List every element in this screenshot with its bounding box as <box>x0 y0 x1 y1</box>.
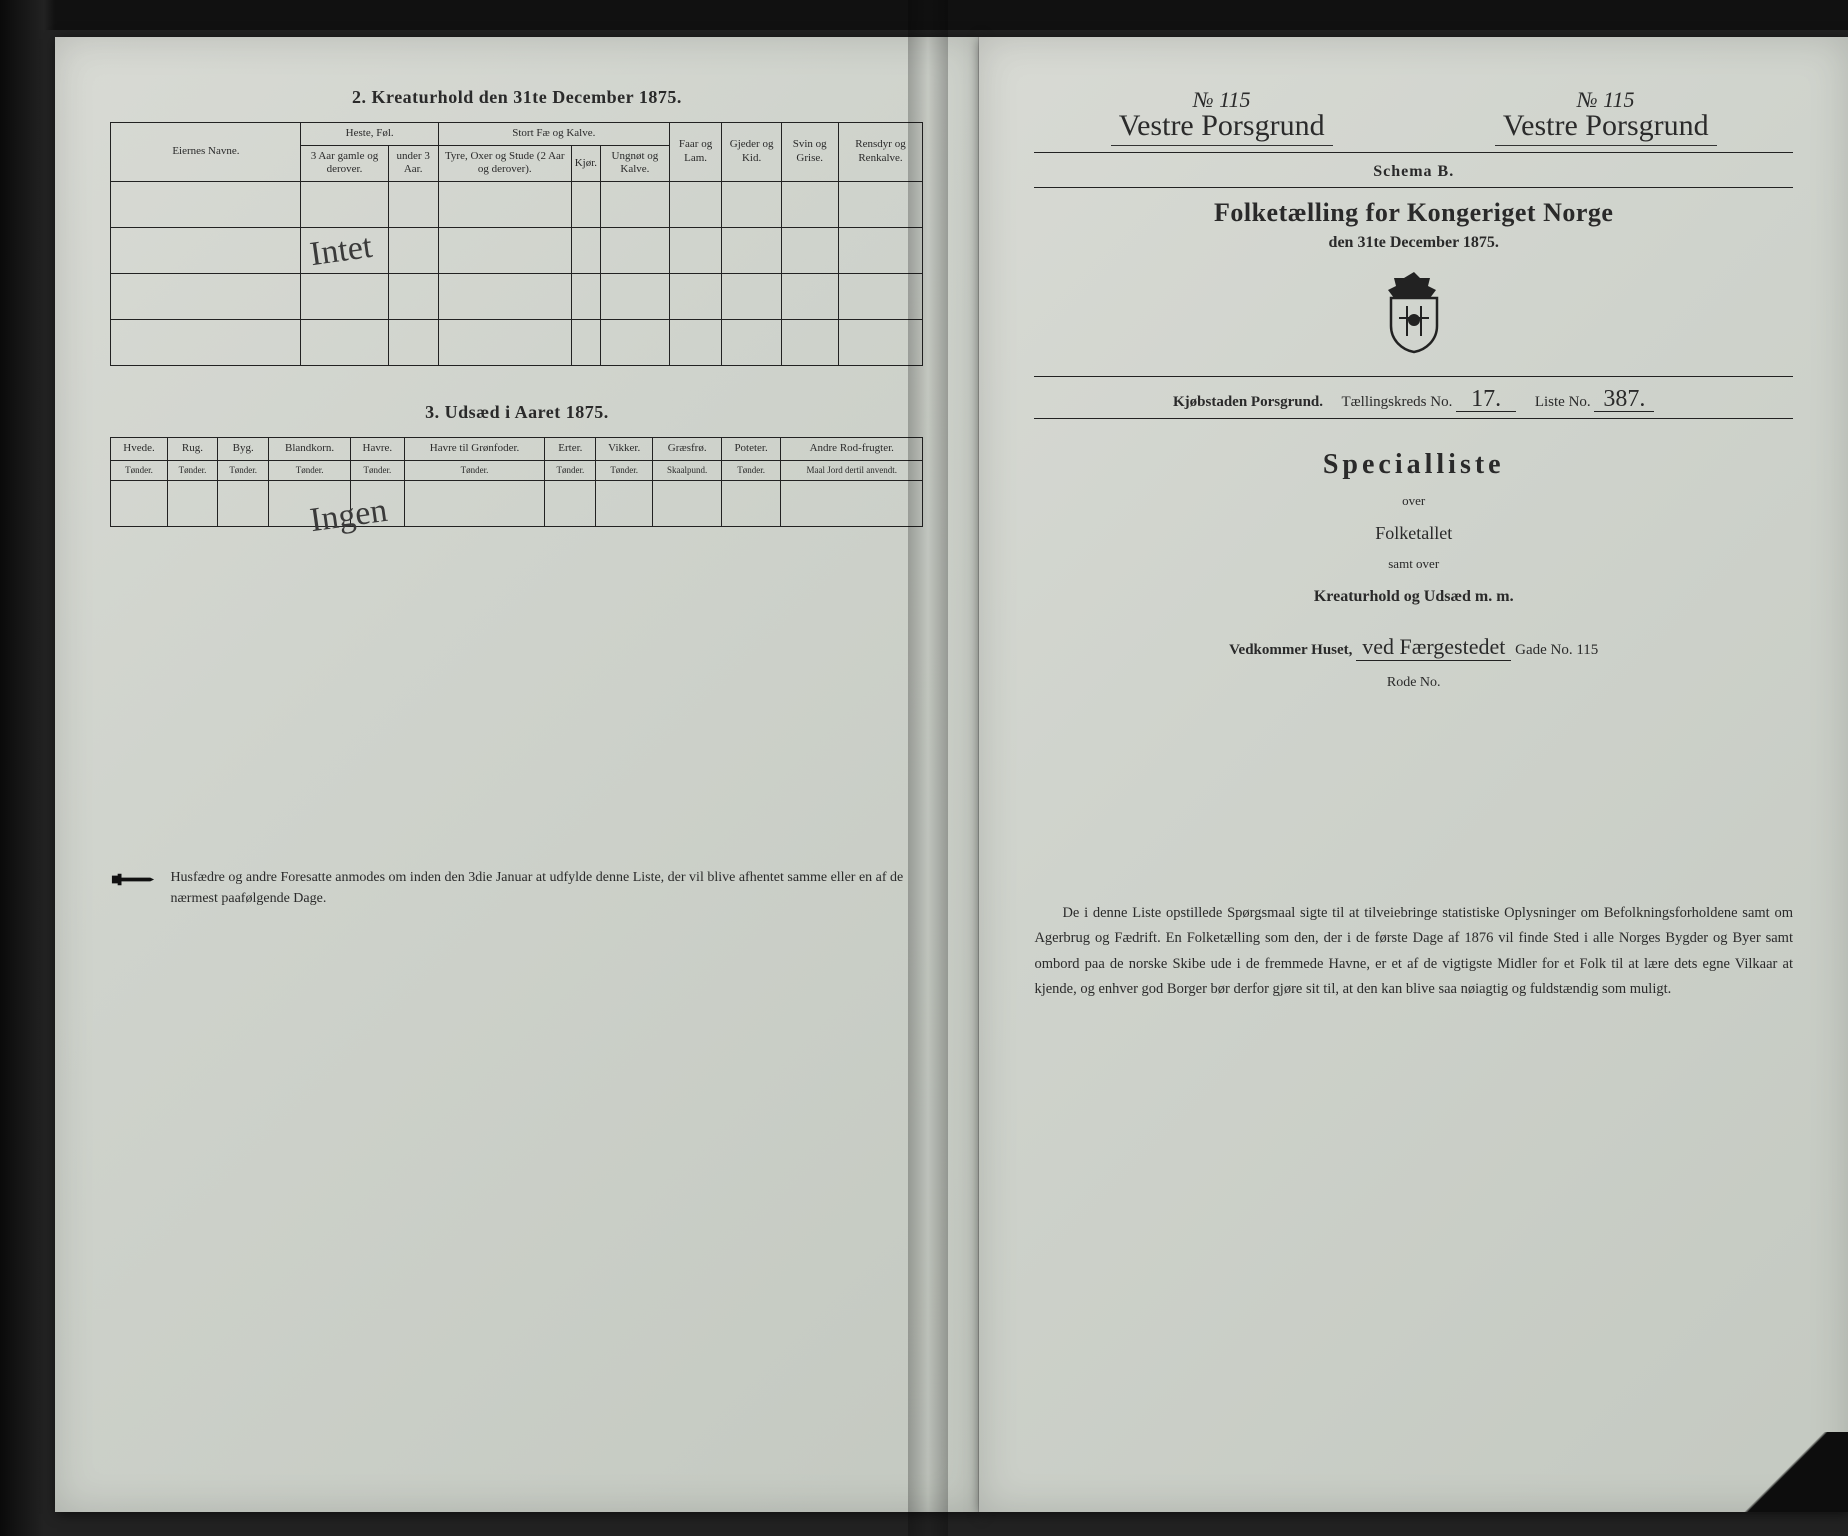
rule-line <box>1034 187 1793 188</box>
udsaed-col-unit: Tønder. <box>596 460 653 480</box>
top-right-place: Vestre Porsgrund <box>1495 109 1717 146</box>
udsaed-col-unit: Tønder. <box>111 460 167 480</box>
owner-header: Eiernes Navne. <box>111 122 301 181</box>
rode-label: Rode No. <box>1034 675 1793 691</box>
udsaed-col-header: Græsfrø. <box>653 438 722 461</box>
udsaed-col-header: Poteter. <box>722 438 781 461</box>
table-row <box>111 320 923 366</box>
specialliste-title: Specialliste <box>1034 449 1793 481</box>
udsaed-col-header: Rug. <box>167 438 218 461</box>
header-handwritten: № 115 Vestre Porsgrund № 115 Vestre Pors… <box>1034 87 1793 146</box>
group-heste: Heste, Føl. <box>301 122 438 145</box>
spec-samt: samt over <box>1034 556 1793 572</box>
udsaed-col-unit: Maal Jord dertil anvendt. <box>781 460 923 480</box>
table-row <box>111 228 923 274</box>
scanned-document-spread: 2. Kreaturhold den 31te December 1875. E… <box>0 0 1848 1536</box>
house-line: Vedkommer Huset, ved Færgestedet Gade No… <box>1034 634 1793 661</box>
census-main-title: Folketælling for Kongeriget Norge <box>1034 198 1793 228</box>
stort-sub2: Kjør. <box>571 145 600 182</box>
udsaed-col-unit: Tønder. <box>404 460 545 480</box>
group-stort: Stort Fæ og Kalve. <box>438 122 669 145</box>
stort-sub1: Tyre, Oxer og Stude (2 Aar og derover). <box>438 145 571 182</box>
udsaed-col-header: Havre til Grønfoder. <box>404 438 545 461</box>
kreds-label: Tællingskreds No. <box>1342 394 1453 410</box>
udsaed-col-unit: Tønder. <box>545 460 596 480</box>
census-date: den 31te December 1875. <box>1034 234 1793 252</box>
footnote: Husfædre og andre Foresatte anmodes om i… <box>110 867 923 909</box>
table-row <box>111 481 923 527</box>
group-faar: Faar og Lam. <box>669 122 722 181</box>
spec-over: over <box>1034 493 1793 509</box>
heste-sub1: 3 Aar gamle og derover. <box>301 145 388 182</box>
udsaed-col-header: Blandkorn. <box>269 438 351 461</box>
udsaed-col-header: Byg. <box>218 438 269 461</box>
city-label: Kjøbstaden Porsgrund. <box>1173 394 1323 410</box>
rule-line <box>1034 418 1793 419</box>
spec-kreatur: Kreaturhold og Udsæd m. m. <box>1034 588 1793 606</box>
group-svin: Svin og Grise. <box>781 122 838 181</box>
table-row <box>111 274 923 320</box>
gade-label: Gade No. <box>1515 642 1572 658</box>
udsaed-col-header: Erter. <box>545 438 596 461</box>
group-gjeder: Gjeder og Kid. <box>722 122 781 181</box>
group-rensdyr: Rensdyr og Renkalve. <box>838 122 923 181</box>
right-page: № 115 Vestre Porsgrund № 115 Vestre Pors… <box>979 37 1848 1512</box>
district-line: Kjøbstaden Porsgrund. Tællingskreds No. … <box>1034 387 1793 412</box>
kreds-value: 17. <box>1456 387 1516 412</box>
footnote-text: Husfædre og andre Foresatte anmodes om i… <box>170 867 923 909</box>
udsaed-table: Hvede.Rug.Byg.Blandkorn.Havre.Havre til … <box>110 437 923 527</box>
left-page: 2. Kreaturhold den 31te December 1875. E… <box>55 37 979 1512</box>
liste-label: Liste No. <box>1535 394 1591 410</box>
kreaturhold-table: Eiernes Navne. Heste, Føl. Stort Fæ og K… <box>110 122 923 366</box>
rule-line <box>1034 152 1793 153</box>
udsaed-col-unit: Tønder. <box>722 460 781 480</box>
heste-sub2: under 3 Aar. <box>388 145 438 182</box>
coat-of-arms-icon <box>1034 270 1793 354</box>
gade-value: 115 <box>1576 642 1598 658</box>
udsaed-col-unit: Tønder. <box>167 460 218 480</box>
udsaed-col-header: Andre Rod-frugter. <box>781 438 923 461</box>
stort-sub3: Ungnøt og Kalve. <box>601 145 670 182</box>
liste-value: 387. <box>1594 387 1654 412</box>
top-left-place: Vestre Porsgrund <box>1111 109 1333 146</box>
scan-edge-left <box>0 0 55 1536</box>
scan-edge-top <box>0 0 1848 30</box>
udsaed-col-unit: Tønder. <box>269 460 351 480</box>
udsaed-col-header: Vikker. <box>596 438 653 461</box>
udsaed-col-unit: Tønder. <box>218 460 269 480</box>
spec-folketallet: Folketallet <box>1034 523 1793 544</box>
udsaed-col-unit: Tønder. <box>351 460 404 480</box>
page-corner-fold <box>1728 1432 1848 1512</box>
schema-label: Schema B. <box>1034 163 1793 181</box>
table-row <box>111 182 923 228</box>
explanatory-paragraph: De i denne Liste opstillede Spørgsmaal s… <box>1034 901 1793 1003</box>
section3-title: 3. Udsæd i Aaret 1875. <box>110 402 923 423</box>
udsaed-col-header: Havre. <box>351 438 404 461</box>
house-street-value: ved Færgestedet <box>1356 634 1511 661</box>
rule-line <box>1034 376 1793 377</box>
house-label: Vedkommer Huset, <box>1229 642 1352 658</box>
section2-title: 2. Kreaturhold den 31te December 1875. <box>110 87 923 108</box>
udsaed-col-unit: Skaalpund. <box>653 460 722 480</box>
pointing-hand-icon <box>110 867 156 891</box>
udsaed-col-header: Hvede. <box>111 438 167 461</box>
